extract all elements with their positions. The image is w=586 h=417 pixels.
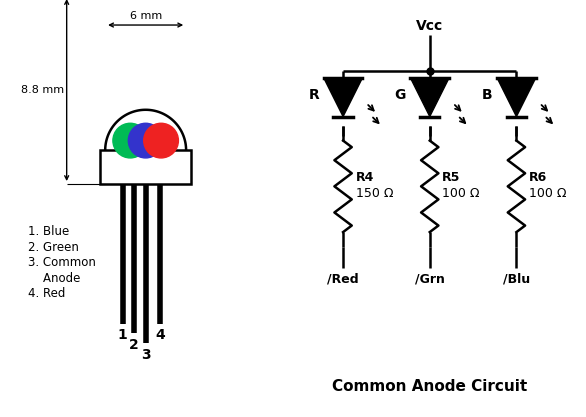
- Text: 4. Red: 4. Red: [28, 287, 66, 300]
- Text: Common Anode Circuit: Common Anode Circuit: [332, 379, 527, 394]
- Text: R: R: [308, 88, 319, 102]
- Text: 3: 3: [141, 348, 151, 362]
- Polygon shape: [411, 78, 449, 116]
- Polygon shape: [497, 78, 536, 116]
- Text: 2. Green: 2. Green: [28, 241, 79, 254]
- Text: R4: R4: [356, 171, 374, 184]
- Text: 1. Blue: 1. Blue: [28, 225, 69, 239]
- Circle shape: [113, 123, 148, 158]
- Text: 2: 2: [130, 338, 139, 352]
- Bar: [100, 150, 191, 184]
- Text: 150 Ω: 150 Ω: [356, 186, 393, 200]
- Text: 4: 4: [155, 329, 165, 342]
- Text: Anode: Anode: [28, 271, 80, 284]
- Text: 3. Common: 3. Common: [28, 256, 96, 269]
- Text: /Grn: /Grn: [415, 273, 445, 286]
- Text: 100 Ω: 100 Ω: [442, 186, 480, 200]
- Text: R5: R5: [442, 171, 461, 184]
- Text: B: B: [482, 88, 492, 102]
- Circle shape: [128, 123, 163, 158]
- Polygon shape: [324, 78, 362, 116]
- Text: /Blu: /Blu: [503, 273, 530, 286]
- Text: /Red: /Red: [327, 273, 359, 286]
- Text: 100 Ω: 100 Ω: [529, 186, 567, 200]
- Circle shape: [144, 123, 178, 158]
- Text: Vcc: Vcc: [416, 19, 444, 33]
- Text: R6: R6: [529, 171, 547, 184]
- Text: G: G: [394, 88, 406, 102]
- Text: 8.8 mm: 8.8 mm: [21, 85, 64, 95]
- Text: 6 mm: 6 mm: [130, 11, 162, 21]
- Text: 1: 1: [118, 329, 127, 342]
